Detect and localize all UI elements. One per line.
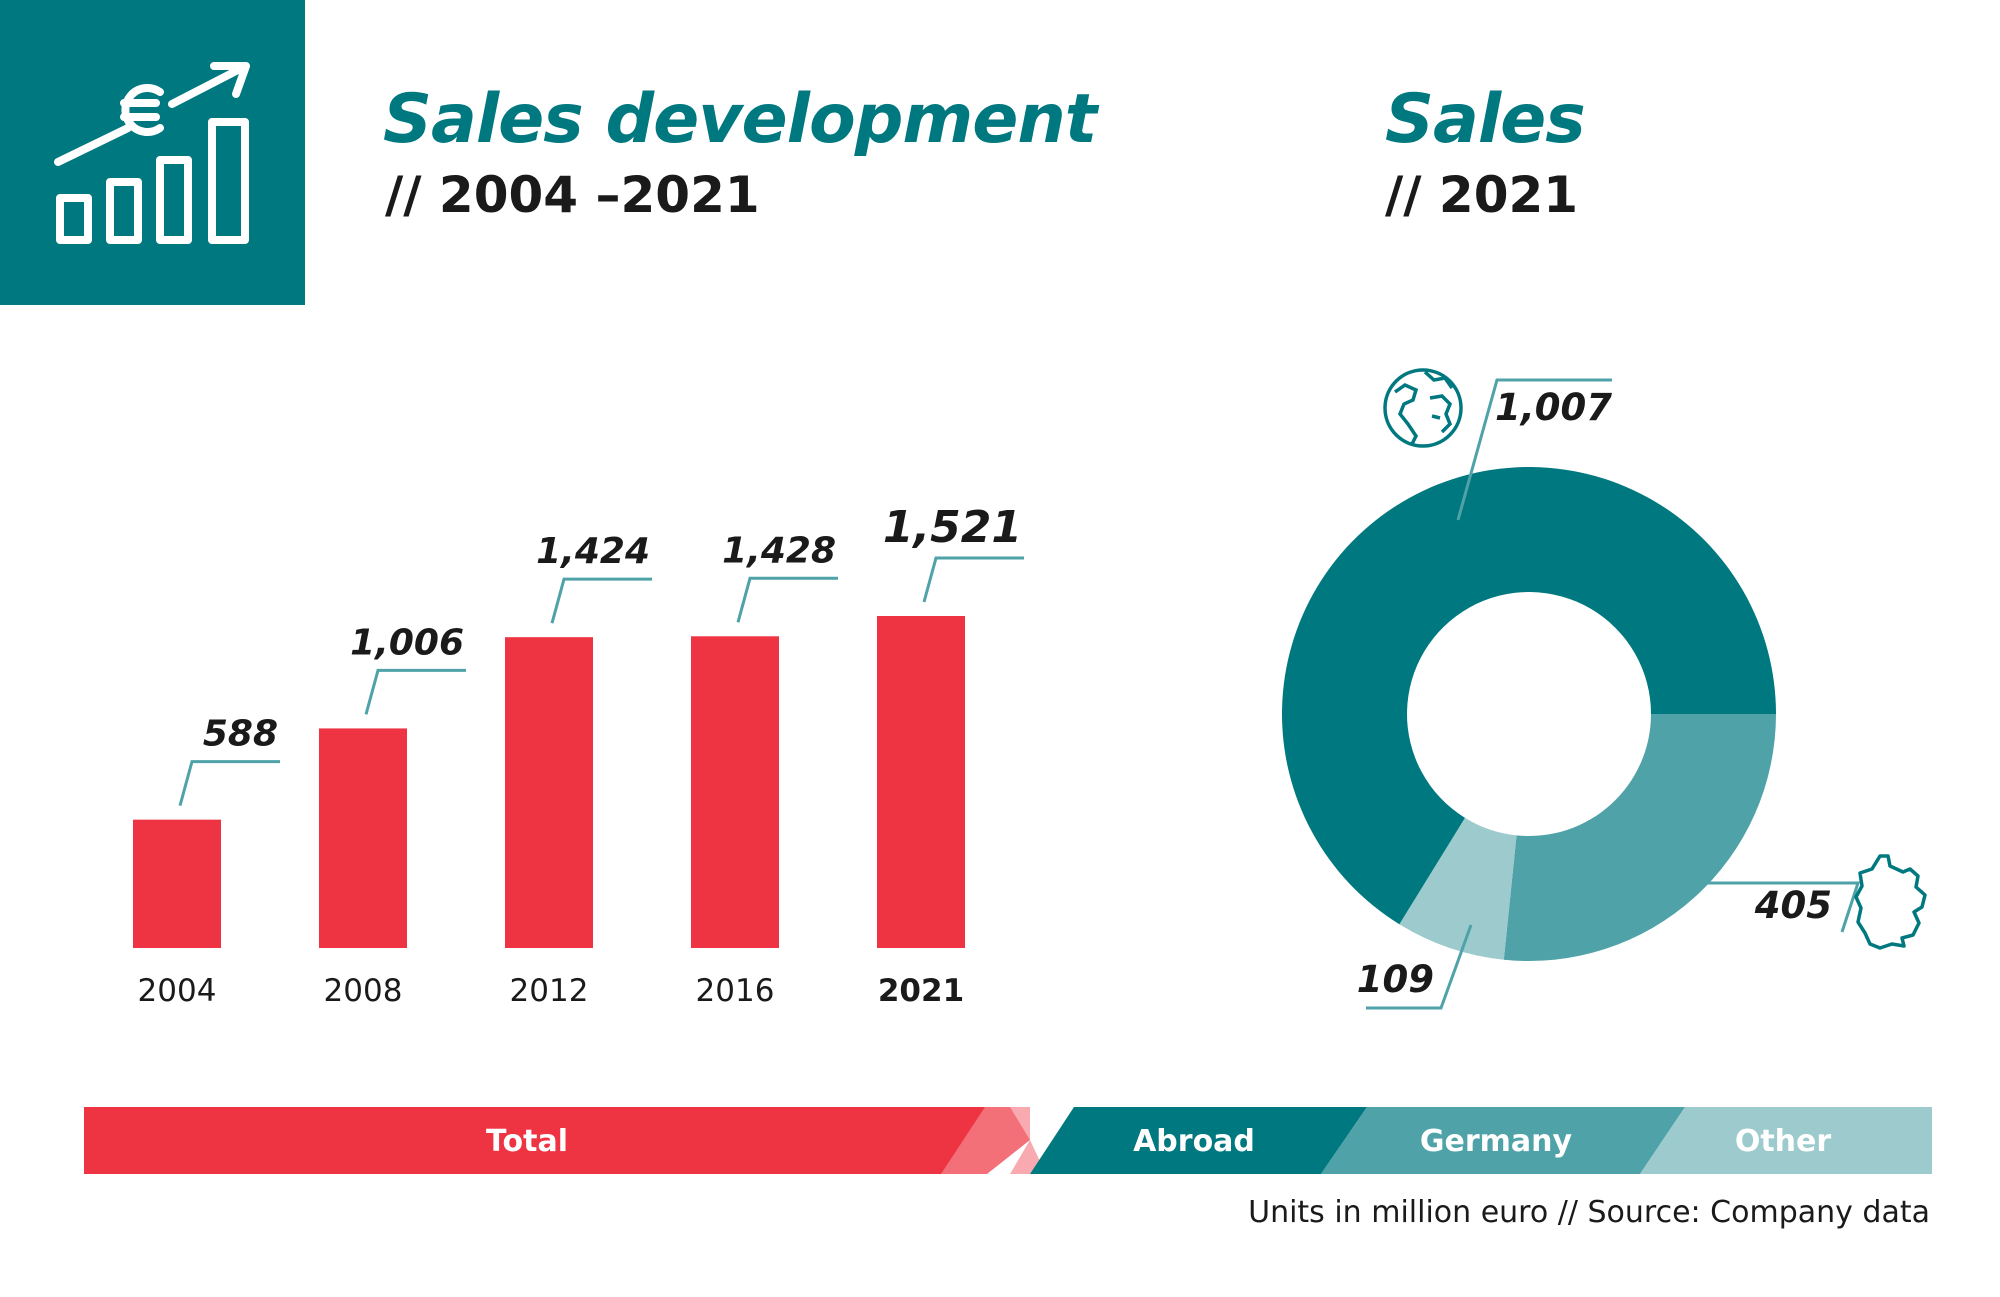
donut-chart-subtitle: // 2021 xyxy=(1385,166,1579,224)
legend-total-label: Total xyxy=(486,1124,568,1159)
bar-callout-line xyxy=(736,576,838,623)
sales-growth-euro-icon xyxy=(0,0,305,305)
germany-value-label: 405 xyxy=(1754,884,1832,927)
germany-callout-line xyxy=(1683,881,1861,933)
bar-value-label: 1,428 xyxy=(722,530,836,571)
bar-value-label: 588 xyxy=(203,714,278,755)
legend-abroad-label: Abroad xyxy=(1133,1124,1255,1159)
bar-callout-line xyxy=(550,577,652,624)
donut-chart: 1,007 405 109 xyxy=(1282,378,1861,1010)
germany-map-icon xyxy=(1854,854,1927,950)
abroad-callout-line xyxy=(1456,378,1612,521)
bar-callout-line xyxy=(364,668,466,715)
bar-chart: 2004 588 2008 1,006 2012 1,424 2016 1,428 2021 1,… xyxy=(133,502,1024,1009)
other-value-label: 109 xyxy=(1357,958,1434,1001)
bar-2008 xyxy=(319,728,407,948)
legend-total-fade-2 xyxy=(1010,1107,1030,1140)
legend-total-fade-1 xyxy=(941,1107,1030,1174)
donut-slice-abroad xyxy=(1282,467,1776,925)
bar-chart-subtitle: // 2004 –2021 xyxy=(385,166,760,224)
x-tick-label: 2012 xyxy=(510,973,589,1009)
bar-2021 xyxy=(877,616,965,948)
x-tick-label: 2021 xyxy=(878,973,964,1009)
bar-value-label: 1,424 xyxy=(536,531,650,572)
donut-slice-germany xyxy=(1503,714,1776,961)
legend-other-swatch xyxy=(1640,1107,1932,1174)
donut-chart-title: Sales xyxy=(1385,80,1586,159)
x-tick-label: 2004 xyxy=(138,973,217,1009)
bar-value-label: 1,521 xyxy=(883,502,1022,553)
footnote: Units in million euro // Source: Company… xyxy=(1248,1195,1930,1230)
bar-value-label: 1,006 xyxy=(350,622,464,663)
legend: Total Abroad Germany Other xyxy=(84,1107,1932,1174)
legend-abroad-swatch xyxy=(1030,1107,1367,1174)
abroad-value-label: 1,007 xyxy=(1495,386,1612,429)
legend-total-swatch xyxy=(84,1107,1028,1174)
legend-germany-label: Germany xyxy=(1420,1124,1573,1159)
bar-2004 xyxy=(133,819,221,948)
bar-2012 xyxy=(505,637,593,948)
bar-2016 xyxy=(691,636,779,948)
other-callout-line xyxy=(1366,924,1473,1010)
bar-callout-line xyxy=(178,760,280,807)
bar-callout-line xyxy=(922,556,1024,603)
bar-chart-title: Sales development xyxy=(383,80,1097,159)
x-tick-label: 2008 xyxy=(324,973,403,1009)
legend-germany-swatch xyxy=(1321,1107,1685,1174)
globe-icon xyxy=(1383,368,1463,448)
x-tick-label: 2016 xyxy=(696,973,775,1009)
donut-slice-other xyxy=(1399,817,1517,960)
legend-other-label: Other xyxy=(1735,1124,1832,1159)
